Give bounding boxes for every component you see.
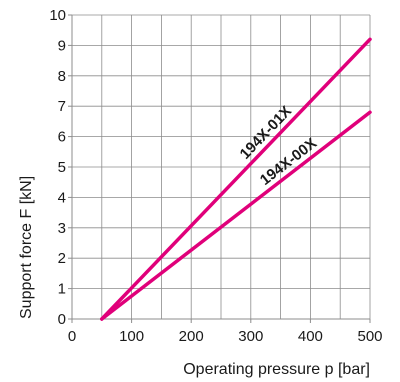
y-tick-label: 3 <box>58 220 66 237</box>
series-line-1 <box>102 39 370 319</box>
y-tick-label: 2 <box>58 250 66 267</box>
y-tick-label: 9 <box>58 37 66 54</box>
series-lines <box>102 39 370 319</box>
y-tick-label: 1 <box>58 281 66 298</box>
x-tick-labels: 0 100 200 300 400 500 <box>68 328 383 345</box>
y-axis-label: Support force F [kN] <box>18 176 35 319</box>
x-tick-label: 500 <box>357 328 382 345</box>
x-axis-label: Operating pressure p [bar] <box>183 361 370 378</box>
grid <box>72 15 370 319</box>
axes <box>68 15 370 323</box>
y-tick-label: 8 <box>58 68 66 85</box>
y-tick-label: 10 <box>49 7 66 24</box>
x-tick-label: 400 <box>298 328 323 345</box>
y-tick-labels: 0 1 2 3 4 5 6 7 8 9 10 <box>49 7 66 328</box>
y-tick-label: 7 <box>58 98 66 115</box>
y-tick-label: 5 <box>58 159 66 176</box>
y-tick-label: 4 <box>58 189 66 206</box>
y-tick-label: 0 <box>58 311 66 328</box>
x-tick-label: 100 <box>119 328 144 345</box>
x-tick-label: 200 <box>179 328 204 345</box>
x-tick-label: 300 <box>238 328 263 345</box>
y-tick-label: 6 <box>58 129 66 146</box>
series-line-2 <box>102 112 370 319</box>
x-tick-label: 0 <box>68 328 76 345</box>
